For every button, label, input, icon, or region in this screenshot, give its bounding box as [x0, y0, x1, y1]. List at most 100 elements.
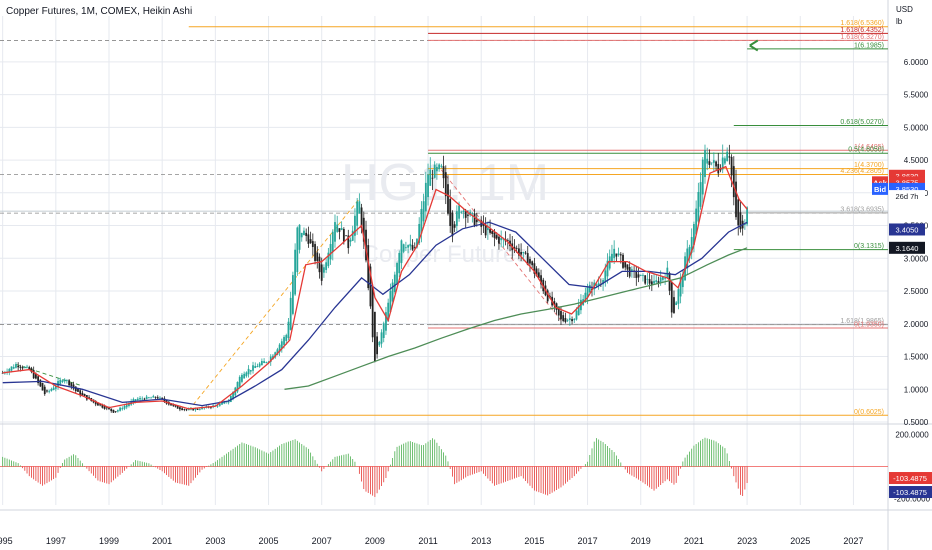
candle-body: [32, 370, 35, 379]
candle-body: [311, 241, 314, 248]
candle-body: [389, 290, 392, 313]
candle-body: [533, 263, 536, 274]
candle-body: [546, 290, 549, 302]
candle-body: [43, 386, 46, 395]
candle-body: [314, 244, 316, 261]
y-axis-tick-label: 1.5000: [904, 353, 929, 362]
candle-body: [54, 385, 57, 389]
candle-body: [491, 230, 494, 234]
candle-body: [498, 236, 500, 244]
candle-body: [94, 400, 97, 405]
candle-body: [460, 211, 463, 213]
candle-body: [564, 318, 567, 323]
candle-body: [440, 165, 443, 167]
candle-body: [473, 213, 476, 226]
candle-body: [411, 245, 414, 250]
x-axis-tick-label: 2023: [737, 536, 757, 546]
candle-body: [531, 261, 534, 266]
candle-body: [37, 376, 40, 384]
candle-body: [584, 292, 587, 303]
candle-body: [537, 272, 540, 279]
fib-level-label: 0(1.9350): [854, 322, 884, 329]
candle-body: [276, 349, 279, 355]
fib-level-label: 1(4.6495): [854, 144, 884, 151]
candle-body: [243, 373, 246, 379]
y-axis-tick-label: 5.0000: [904, 123, 929, 132]
candle-body: [103, 406, 106, 409]
x-axis-tick-label: 2025: [790, 536, 810, 546]
candle-body: [427, 174, 429, 198]
x-axis-tick-label: 2011: [418, 536, 437, 546]
candle-body: [99, 404, 102, 406]
candle-body: [77, 388, 79, 392]
price-tag-value: 3.1640: [896, 244, 919, 253]
candle-body: [721, 157, 724, 170]
candle-body: [289, 297, 292, 330]
candle-body: [595, 284, 598, 286]
fib-level-label: 1(6.1985): [854, 42, 884, 49]
candle-body: [429, 169, 432, 186]
candle-body: [606, 260, 609, 277]
price-tag-label-bg: [872, 182, 888, 195]
candle-body: [588, 284, 591, 293]
candle-body: [367, 245, 370, 289]
ema-fast-line: [2, 165, 748, 410]
osc-value-text: -103.4875: [893, 488, 927, 497]
candle-body: [393, 274, 396, 293]
candle-body: [431, 177, 434, 179]
candle-body: [112, 409, 115, 413]
currency-label: USD: [896, 5, 913, 14]
candle-body: [150, 397, 153, 399]
candle-body: [690, 237, 693, 253]
candle-body: [336, 224, 339, 232]
candle-body: [449, 198, 452, 226]
candle-body: [121, 408, 124, 410]
candle-body: [227, 401, 230, 403]
candle-body: [136, 398, 139, 401]
candle-body: [462, 210, 465, 213]
candle-body: [726, 151, 729, 161]
candle-body: [309, 239, 312, 244]
candle-body: [650, 281, 653, 286]
candle-body: [586, 287, 589, 298]
candle-body: [176, 405, 179, 409]
x-axis-tick-label: 1997: [46, 536, 66, 546]
candle-body: [108, 407, 110, 410]
candle-body: [26, 366, 28, 368]
candle-body: [517, 248, 520, 256]
candle-body: [48, 390, 51, 392]
candle-body: [407, 245, 410, 248]
candle-body: [70, 382, 73, 387]
x-axis-tick-label: 2021: [684, 536, 704, 546]
candle-body: [327, 252, 330, 267]
candle-body: [119, 407, 121, 411]
candle-body: [396, 262, 398, 284]
candle-body: [571, 319, 573, 322]
y-axis-tick-label: 5.5000: [904, 91, 929, 100]
target-arrow-icon: [749, 39, 759, 52]
x-axis-tick-label: 2001: [152, 536, 172, 546]
candle-body: [291, 275, 294, 314]
candle-body: [183, 409, 186, 410]
candle-body: [221, 402, 223, 405]
candle-body: [644, 275, 647, 284]
candle-body: [526, 253, 529, 266]
candle-body: [404, 247, 407, 249]
candle-body: [371, 286, 374, 338]
fib-level-label: 4.236(4.2805): [840, 168, 884, 175]
candle-body: [30, 368, 33, 372]
candle-body: [376, 336, 378, 355]
candle-body: [46, 390, 48, 392]
candle-body: [285, 335, 288, 341]
candle-body: [365, 229, 367, 261]
candle-body: [568, 318, 571, 320]
candle-body: [659, 277, 662, 283]
osc-value-badge: [889, 472, 932, 485]
candle-body: [97, 402, 99, 406]
ema-slow-line: [284, 247, 748, 390]
candle-body: [34, 374, 37, 379]
candle-body: [61, 380, 64, 382]
candle-body: [245, 372, 248, 377]
